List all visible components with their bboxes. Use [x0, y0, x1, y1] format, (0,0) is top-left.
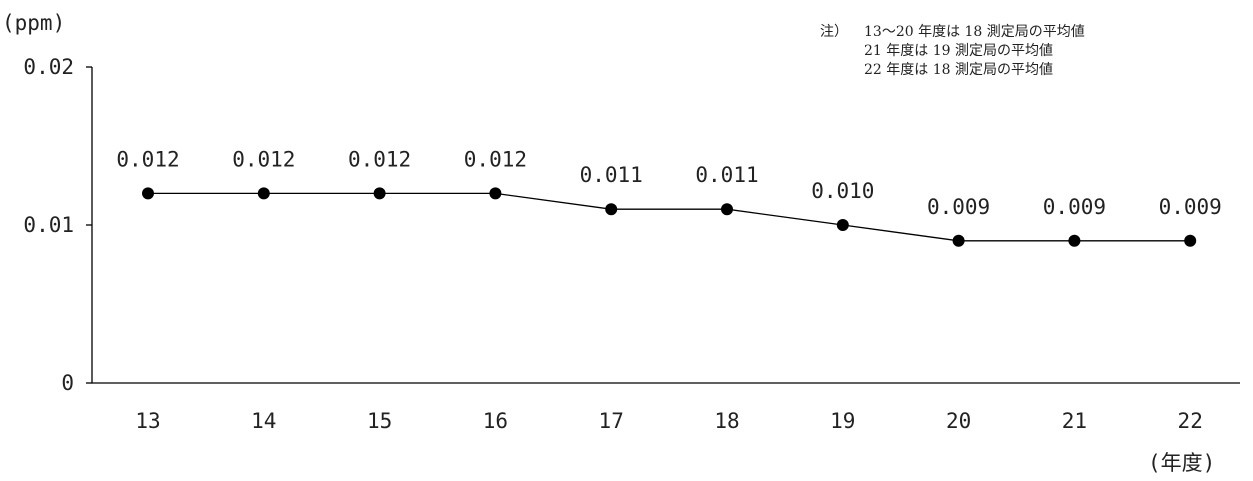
x-tick-label: 13 [135, 409, 160, 433]
data-point [1184, 234, 1197, 247]
data-label: 0.011 [580, 163, 643, 187]
y-axis-unit-label: (ppm) [2, 11, 65, 35]
x-axis-unit-label: (年度) [1148, 451, 1215, 475]
data-label: 0.012 [348, 147, 411, 171]
data-point [1068, 234, 1081, 247]
note-prefix: 注） [820, 24, 848, 40]
x-tick-label: 15 [367, 409, 392, 433]
x-tick-label: 20 [946, 409, 971, 433]
y-axis-ticks: 0 0.01 0.02 [23, 55, 92, 395]
x-tick-label: 21 [1062, 409, 1087, 433]
data-point [836, 219, 849, 231]
note-block: 注） 13〜20 年度は 18 測定局の平均値 21 年度は 19 測定局の平均… [820, 24, 1085, 78]
data-label: 0.009 [1159, 195, 1222, 219]
note-line-3: 22 年度は 18 測定局の平均値 [864, 62, 1053, 78]
y-tick-label: 0.01 [23, 213, 74, 237]
data-label: 0.009 [927, 195, 990, 219]
x-tick-label: 19 [830, 409, 855, 433]
data-label: 0.011 [695, 163, 758, 187]
series-line [148, 192, 1191, 242]
data-points [142, 187, 1197, 247]
data-labels: 0.012 0.012 0.012 0.012 0.011 0.011 0.010 0.009… [116, 147, 1221, 218]
x-tick-label: 17 [599, 409, 624, 433]
data-point [721, 203, 733, 216]
data-point [257, 187, 270, 200]
data-label: 0.009 [1043, 195, 1106, 219]
data-point [142, 187, 154, 200]
y-tick-label: 0.02 [23, 55, 74, 79]
data-point [373, 187, 386, 200]
x-tick-label: 22 [1178, 409, 1203, 433]
data-label: 0.012 [464, 147, 527, 171]
data-point [489, 187, 502, 200]
note-line-1: 13〜20 年度は 18 測定局の平均値 [864, 24, 1085, 40]
data-label: 0.012 [116, 147, 179, 171]
x-tick-label: 18 [714, 409, 739, 433]
y-tick-label: 0 [61, 371, 74, 395]
data-point [605, 203, 618, 216]
chart-axes [91, 67, 1240, 384]
x-tick-label: 16 [483, 409, 508, 433]
data-label: 0.010 [811, 179, 874, 203]
note-line-2: 21 年度は 19 測定局の平均値 [864, 43, 1053, 59]
x-tick-label: 14 [251, 409, 276, 433]
x-axis-ticks: 13 14 15 16 17 18 19 20 21 22 [135, 409, 1202, 433]
data-label: 0.012 [232, 147, 295, 171]
data-point [952, 234, 965, 247]
